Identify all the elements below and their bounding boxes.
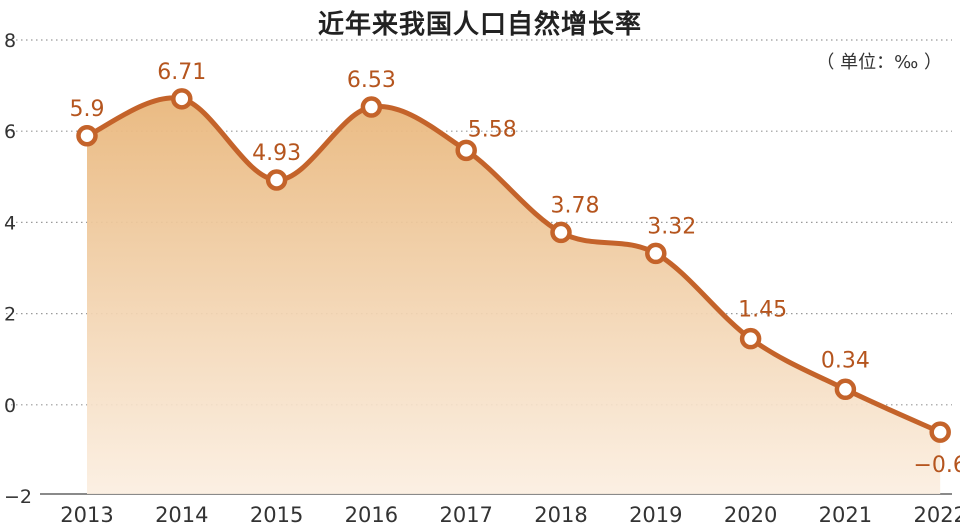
data-label: 0.34 bbox=[821, 348, 870, 373]
y-tick-label: 2 bbox=[4, 304, 16, 326]
unit-label: （ 单位：‰ ） bbox=[816, 52, 942, 73]
y-tick-label: 4 bbox=[4, 212, 16, 234]
x-tick-label: 2017 bbox=[439, 503, 492, 524]
data-point bbox=[550, 221, 572, 244]
data-point bbox=[360, 96, 383, 118]
x-tick-label: 2020 bbox=[724, 503, 777, 524]
chart-title: 近年来我国人口自然增长率 bbox=[317, 10, 642, 40]
data-label: 6.71 bbox=[157, 60, 206, 85]
x-tick-label: 2013 bbox=[60, 503, 113, 524]
series-area bbox=[87, 97, 941, 495]
y-tick-label: −2 bbox=[4, 486, 32, 508]
x-tick-label: 2016 bbox=[345, 503, 398, 524]
x-tick-label: 2021 bbox=[819, 503, 872, 524]
y-tick-label: 0 bbox=[4, 395, 16, 417]
x-tick-label: 2014 bbox=[155, 503, 208, 524]
y-tick-label: 8 bbox=[4, 30, 16, 52]
x-tick-label: 2019 bbox=[629, 503, 682, 524]
series-line bbox=[84, 95, 943, 435]
data-point bbox=[171, 88, 193, 110]
data-point bbox=[76, 125, 98, 147]
data-label: 6.53 bbox=[347, 68, 396, 93]
data-point bbox=[645, 242, 667, 265]
x-tick-label: 2022 bbox=[913, 503, 960, 524]
data-point bbox=[265, 169, 288, 191]
data-label: 1.45 bbox=[738, 298, 787, 323]
data-point bbox=[455, 139, 477, 162]
data-label: −0.6 bbox=[913, 453, 960, 478]
data-point bbox=[739, 327, 762, 350]
data-point bbox=[929, 421, 951, 443]
x-tick-label: 2015 bbox=[250, 503, 303, 524]
data-point bbox=[834, 378, 857, 401]
data-label: 5.58 bbox=[468, 117, 517, 142]
data-label: 4.93 bbox=[252, 141, 301, 166]
y-tick-label: 6 bbox=[4, 121, 16, 143]
data-label: 3.78 bbox=[551, 193, 600, 218]
x-tick-label: 2018 bbox=[534, 503, 587, 524]
data-label: 5.9 bbox=[70, 97, 105, 122]
data-label: 3.32 bbox=[647, 214, 696, 239]
